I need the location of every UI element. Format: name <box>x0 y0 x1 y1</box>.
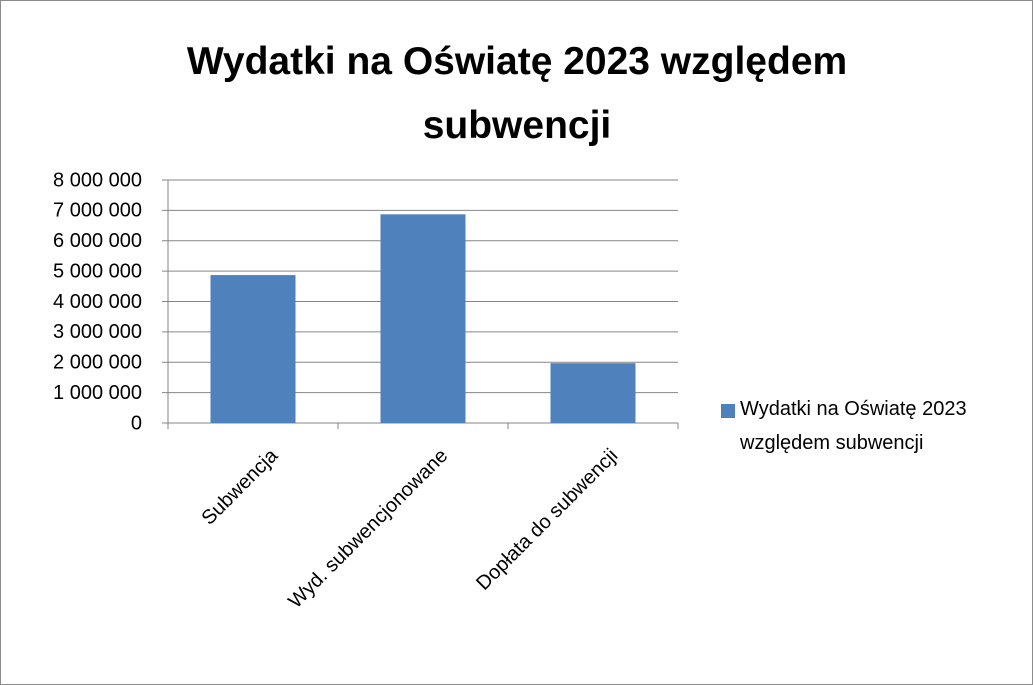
y-tick-label: 0 <box>131 412 142 434</box>
y-tick-label: 5 000 000 <box>53 260 142 282</box>
x-tick-label: Dopłata do subwencji <box>472 445 622 595</box>
y-tick-label: 4 000 000 <box>53 291 142 313</box>
bar <box>380 214 466 423</box>
y-tick-label: 7 000 000 <box>53 200 142 222</box>
bar <box>210 275 296 423</box>
x-tick-label: Subwencja <box>198 444 283 529</box>
chart-title: Wydatki na Oświatę 2023 względem subwenc… <box>186 40 848 147</box>
x-tick-label: Wyd. subwencjonowane <box>284 445 452 613</box>
legend-label: Wydatki na Oświatę 2023 względem subwenc… <box>740 398 967 454</box>
y-tick-label: 6 000 000 <box>53 230 142 252</box>
legend-swatch <box>721 404 735 418</box>
y-tick-label: 8 000 000 <box>53 169 142 191</box>
y-tick-label: 1 000 000 <box>53 382 142 404</box>
y-tick-label: 2 000 000 <box>53 352 142 374</box>
y-tick-label: 3 000 000 <box>53 321 142 343</box>
bar <box>550 363 636 423</box>
legend: Wydatki na Oświatę 2023 względem subwenc… <box>721 392 1021 460</box>
